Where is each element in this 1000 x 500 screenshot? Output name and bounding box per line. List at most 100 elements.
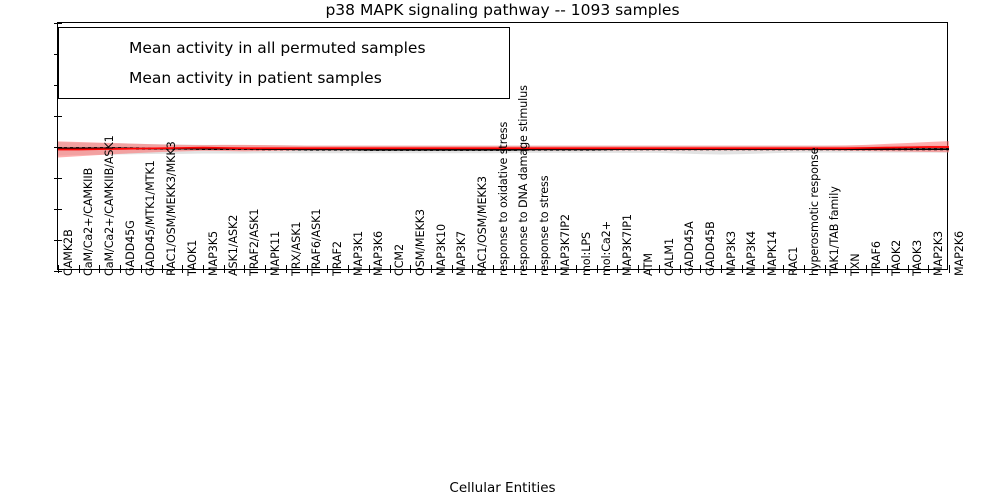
x-tick-label: TAOK1 [185,239,199,276]
y-tick-mark-inner [58,23,62,24]
x-tick-label: CAMK2B [61,229,75,276]
x-tick-mark [907,269,909,273]
x-tick-mark-inner [285,265,287,269]
x-tick-mark-inner [638,265,640,269]
legend-entry-permuted: Mean activity in all permuted samples [69,33,426,63]
x-tick-mark [845,269,847,273]
x-tick-mark-inner [244,265,246,269]
x-tick-mark-inner [472,265,474,269]
x-tick-mark [658,269,660,273]
x-tick-mark-inner [700,265,702,269]
x-tick-mark-inner [430,265,432,269]
x-tick-mark [576,269,578,273]
x-tick-mark-inner [576,265,578,269]
x-tick-mark-inner [721,265,723,269]
line-permuted-dotted-overlay [58,147,949,151]
y-tick-mark [54,116,58,117]
x-tick-label: OSM/MEKK3 [413,209,427,276]
x-tick-mark [265,269,267,273]
x-tick-mark [824,269,826,273]
x-tick-label: MAP3K5 [206,230,220,276]
x-tick-label: mol:Ca2+ [600,221,614,276]
x-tick-mark [120,269,122,273]
x-tick-mark-inner [410,265,412,269]
x-tick-label: ATM [641,253,655,276]
x-tick-mark [886,269,888,273]
x-tick-mark [762,269,764,273]
y-tick-mark-inner [58,209,62,210]
x-tick-label: MAPK11 [268,230,282,276]
x-tick-mark-inner [824,265,826,269]
x-tick-label: MAP3K3 [724,230,738,276]
x-tick-label: response to DNA damage stimulus [517,85,531,276]
x-tick-mark [679,269,681,273]
x-tick-mark-inner [949,265,950,269]
x-tick-mark [866,269,868,273]
x-tick-label: MAP2K6 [952,230,966,276]
x-tick-label: TRAF2/ASK1 [248,208,262,276]
x-tick-label: MAP3K1 [351,230,365,276]
x-tick-mark-inner [928,265,930,269]
x-tick-mark-inner [327,265,329,269]
y-tick-mark [54,209,58,210]
x-tick-label: hyperosmotic response [807,147,821,276]
legend-box: Mean activity in all permuted samples Me… [58,27,510,99]
x-tick-mark [223,269,225,273]
x-tick-label: TAOK3 [911,239,925,276]
y-tick-mark [54,240,58,241]
x-tick-mark [472,269,474,273]
y-tick-mark [54,23,58,24]
x-tick-label: TXN [848,253,862,276]
x-tick-label: MAP3K4 [745,230,759,276]
x-tick-mark-inner [803,265,805,269]
x-tick-mark [244,269,246,273]
x-tick-mark [389,269,391,273]
x-tick-mark-inner [58,265,59,269]
x-tick-mark [949,269,950,273]
x-tick-mark-inner [596,265,598,269]
x-tick-label: GADD45G [123,220,137,276]
x-tick-label: TAK1/TAB family [828,186,842,276]
x-tick-label: response to oxidative stress [496,121,510,276]
x-tick-mark [203,269,205,273]
x-tick-mark-inner [762,265,764,269]
x-tick-mark-inner [182,265,184,269]
x-tick-label: GADD45A [683,221,697,276]
x-tick-mark [451,269,453,273]
x-tick-label: MAP3K6 [372,230,386,276]
x-tick-mark [534,269,536,273]
y-tick-mark [54,271,58,272]
x-tick-mark [741,269,743,273]
x-tick-mark-inner [265,265,267,269]
x-tick-mark [182,269,184,273]
x-tick-mark [721,269,723,273]
x-tick-mark-inner [389,265,391,269]
x-tick-mark-inner [368,265,370,269]
x-tick-label: TRX/ASK1 [289,221,303,276]
x-tick-label: GADD45/MTK1/MTK1 [144,160,158,276]
x-tick-label: TAOK2 [890,239,904,276]
x-tick-label: MAP3K7IP2 [558,214,572,276]
x-tick-mark [596,269,598,273]
x-tick-mark [58,269,59,273]
x-tick-mark-inner [907,265,909,269]
plot-svg [58,141,949,158]
x-tick-label: CCM2 [393,244,407,276]
y-tick-mark [54,147,58,148]
x-tick-mark-inner [306,265,308,269]
x-tick-mark-inner [140,265,142,269]
x-tick-mark [493,269,495,273]
x-tick-label: MAP3K7 [455,230,469,276]
x-tick-mark-inner [451,265,453,269]
y-tick-mark-inner [58,147,62,148]
x-tick-mark-inner [223,265,225,269]
x-axis-label: Cellular Entities [449,480,556,496]
y-tick-mark-inner [58,178,62,179]
x-tick-mark [99,269,101,273]
x-tick-label: TRAF2 [330,241,344,276]
x-tick-mark [161,269,163,273]
x-tick-mark [803,269,805,273]
legend-label-permuted: Mean activity in all permuted samples [129,39,426,57]
x-tick-mark-inner [658,265,660,269]
